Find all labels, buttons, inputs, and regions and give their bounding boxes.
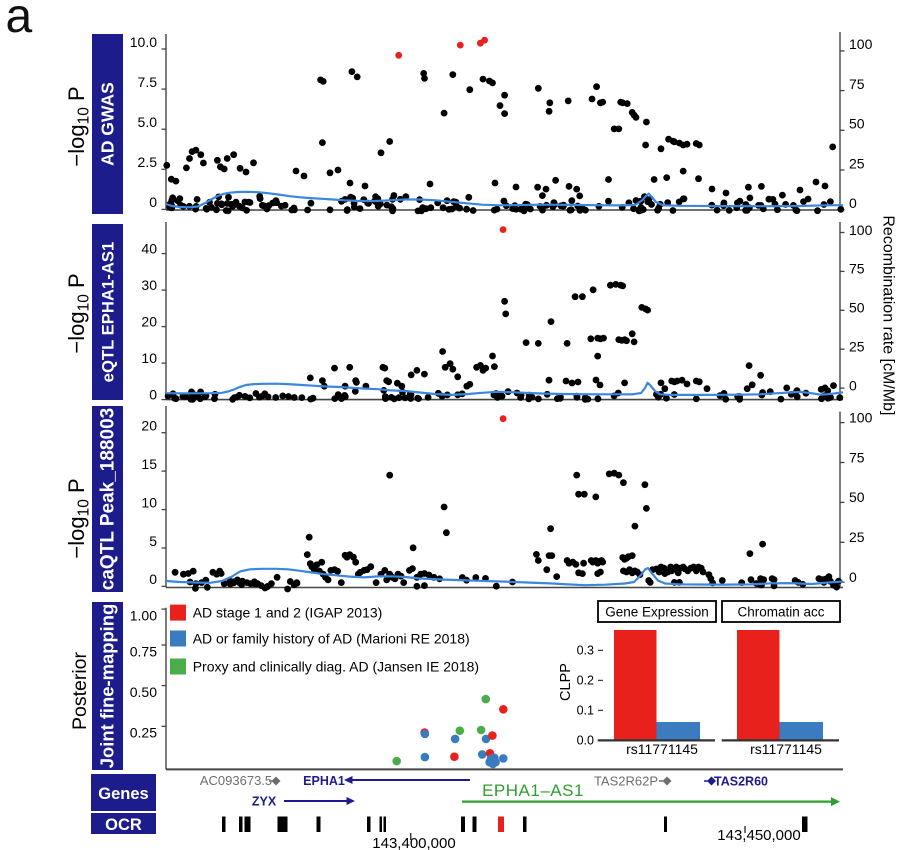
svg-text:25: 25 [849,155,865,171]
svg-text:0.0: 0.0 [577,733,594,747]
svg-text:0: 0 [849,569,857,585]
svg-text:0: 0 [149,571,157,587]
svg-text:Gene Expression: Gene Expression [605,605,709,620]
svg-text:EPHA1–AS1: EPHA1–AS1 [482,781,584,800]
svg-text:−log10 P: −log10 P [64,273,93,353]
svg-text:0.50: 0.50 [130,684,157,700]
svg-text:0.25: 0.25 [130,725,157,741]
svg-text:143,400,000: 143,400,000 [372,835,455,850]
svg-text:TAS2R62P: TAS2R62P [594,774,658,789]
svg-text:0: 0 [849,377,857,393]
svg-text:1.00: 1.00 [130,607,157,623]
svg-text:rs11771145: rs11771145 [750,741,822,757]
svg-text:a: a [6,0,33,43]
svg-text:20: 20 [141,418,157,434]
svg-text:ZYX: ZYX [252,795,277,809]
svg-text:rs11771145: rs11771145 [626,741,698,757]
svg-text:2.5: 2.5 [138,154,158,170]
svg-text:50: 50 [849,489,865,505]
svg-text:7.5: 7.5 [138,74,158,90]
svg-text:100: 100 [849,222,873,238]
svg-text:EPHA1: EPHA1 [303,774,345,788]
svg-text:5.0: 5.0 [138,114,158,130]
svg-text:AC093673.5: AC093673.5 [200,773,272,788]
svg-text:100: 100 [849,36,873,52]
svg-text:CLPP: CLPP [558,663,574,701]
svg-text:TAS2R60: TAS2R60 [714,775,768,789]
svg-text:143,450,000: 143,450,000 [717,827,800,844]
svg-text:caQTL Peak_188003: caQTL Peak_188003 [98,408,119,590]
svg-text:0: 0 [149,387,157,403]
svg-text:30: 30 [141,277,157,293]
svg-text:Genes: Genes [98,785,148,803]
svg-text:50: 50 [849,116,865,132]
svg-text:Chromatin acc: Chromatin acc [737,605,824,620]
svg-text:75: 75 [849,261,865,277]
svg-text:0.75: 0.75 [130,643,157,659]
svg-text:OCR: OCR [105,816,142,834]
svg-text:10: 10 [141,494,157,510]
svg-text:25: 25 [849,339,865,355]
svg-text:−log10 P: −log10 P [64,86,93,166]
svg-text:eQTL EPHA1-AS1: eQTL EPHA1-AS1 [99,242,118,383]
svg-text:Joint fine-mapping: Joint fine-mapping [97,604,118,768]
svg-text:0.2: 0.2 [577,673,594,687]
svg-text:10: 10 [141,350,157,366]
svg-text:40: 40 [141,241,157,257]
svg-text:50: 50 [849,300,865,316]
svg-text:0.3: 0.3 [577,643,594,657]
svg-text:−log10 P: −log10 P [64,478,93,558]
svg-text:20: 20 [141,314,157,330]
svg-text:0: 0 [149,194,157,210]
svg-text:10.0: 10.0 [130,34,157,50]
svg-text:100: 100 [849,409,873,425]
svg-text:Recombination rate [cM/Mb]: Recombination rate [cM/Mb] [880,215,897,415]
svg-text:AD GWAS: AD GWAS [98,82,118,166]
svg-text:0.1: 0.1 [577,703,594,717]
svg-text:AD or family history of AD (Ma: AD or family history of AD (Marioni RE 2… [193,631,470,647]
svg-text:75: 75 [849,449,865,465]
svg-text:75: 75 [849,76,865,92]
svg-text:15: 15 [141,456,157,472]
svg-text:Posterior: Posterior [69,651,91,730]
svg-text:5: 5 [149,533,157,549]
svg-text:Proxy and clinically diag. AD: Proxy and clinically diag. AD (Jansen IE… [193,659,479,675]
svg-text:AD stage 1 and 2 (IGAP 2013): AD stage 1 and 2 (IGAP 2013) [193,605,383,621]
svg-text:0: 0 [849,195,857,211]
svg-text:25: 25 [849,529,865,545]
